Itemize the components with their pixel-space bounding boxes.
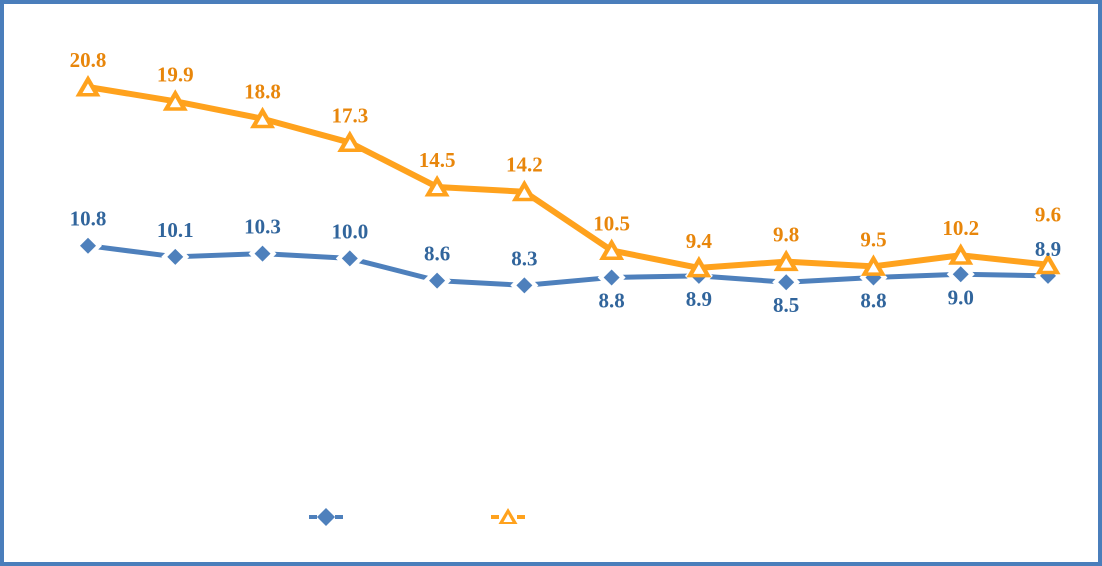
triangle-marker-ring [693, 264, 705, 274]
data-label-blue-diamond-series: 10.0 [331, 219, 368, 243]
data-label-blue-diamond-series: 8.6 [424, 242, 450, 266]
triangle-marker-ring [955, 251, 967, 262]
triangle-marker-ring [344, 139, 356, 149]
data-label-blue-diamond-series: 8.8 [599, 288, 625, 312]
triangle-marker-ring [867, 262, 879, 273]
legend-diamond-icon [317, 508, 335, 526]
triangle-marker-ring [431, 183, 443, 193]
data-label-blue-diamond-series: 8.3 [511, 246, 537, 270]
data-label-orange-triangle-series: 9.4 [686, 229, 713, 253]
data-label-orange-triangle-series: 17.3 [331, 104, 368, 128]
data-label-orange-triangle-series: 14.2 [506, 153, 543, 177]
diamond-marker-icon [429, 272, 446, 289]
data-label-orange-triangle-series: 19.9 [157, 62, 194, 86]
data-label-orange-triangle-series: 20.8 [70, 48, 107, 72]
triangle-marker-ring [169, 97, 181, 108]
diamond-marker-icon [952, 266, 969, 283]
data-label-orange-triangle-series: 18.8 [244, 80, 281, 104]
diamond-marker-icon [778, 274, 795, 291]
series-line-orange-triangle-series [85, 84, 1051, 271]
triangle-marker-ring [257, 115, 269, 125]
data-label-blue-diamond-series: 8.8 [860, 288, 886, 312]
data-label-orange-triangle-series: 9.5 [860, 227, 886, 251]
data-label-blue-diamond-series: 10.3 [244, 215, 281, 239]
data-label-blue-diamond-series: 8.9 [1035, 237, 1061, 261]
line-chart: 10.8 10.1 10.3 10.0 8.6 8.3 8.8 8.9 8.5 8.8 9.0 8.9… [70, 48, 1062, 526]
data-label-blue-diamond-series: 10.8 [70, 207, 107, 231]
triangle-marker-ring [780, 258, 792, 268]
data-label-blue-diamond-series: 8.9 [686, 287, 712, 311]
legend-triangle-ring [503, 514, 513, 522]
triangle-marker-ring [518, 188, 530, 198]
diamond-marker-icon [341, 250, 358, 267]
triangle-marker-ring [1042, 261, 1054, 271]
diamond-marker-icon [603, 269, 620, 286]
diamond-marker-icon [80, 237, 96, 254]
data-label-orange-triangle-series: 9.8 [773, 223, 799, 247]
data-label-orange-triangle-series: 9.6 [1035, 203, 1061, 227]
diamond-marker-icon [167, 248, 184, 265]
data-label-blue-diamond-series: 10.1 [157, 218, 194, 242]
data-label-orange-triangle-series: 14.5 [419, 148, 456, 172]
triangle-marker-ring [606, 246, 618, 257]
data-label-orange-triangle-series: 10.2 [942, 216, 979, 240]
diamond-marker-icon [516, 277, 533, 294]
triangle-marker-ring [82, 83, 94, 94]
data-label-blue-diamond-series: 9.0 [948, 285, 974, 309]
data-label-blue-diamond-series: 8.5 [773, 293, 799, 317]
series-line-blue-diamond-series [85, 243, 1051, 288]
data-label-orange-triangle-series: 10.5 [593, 211, 630, 235]
